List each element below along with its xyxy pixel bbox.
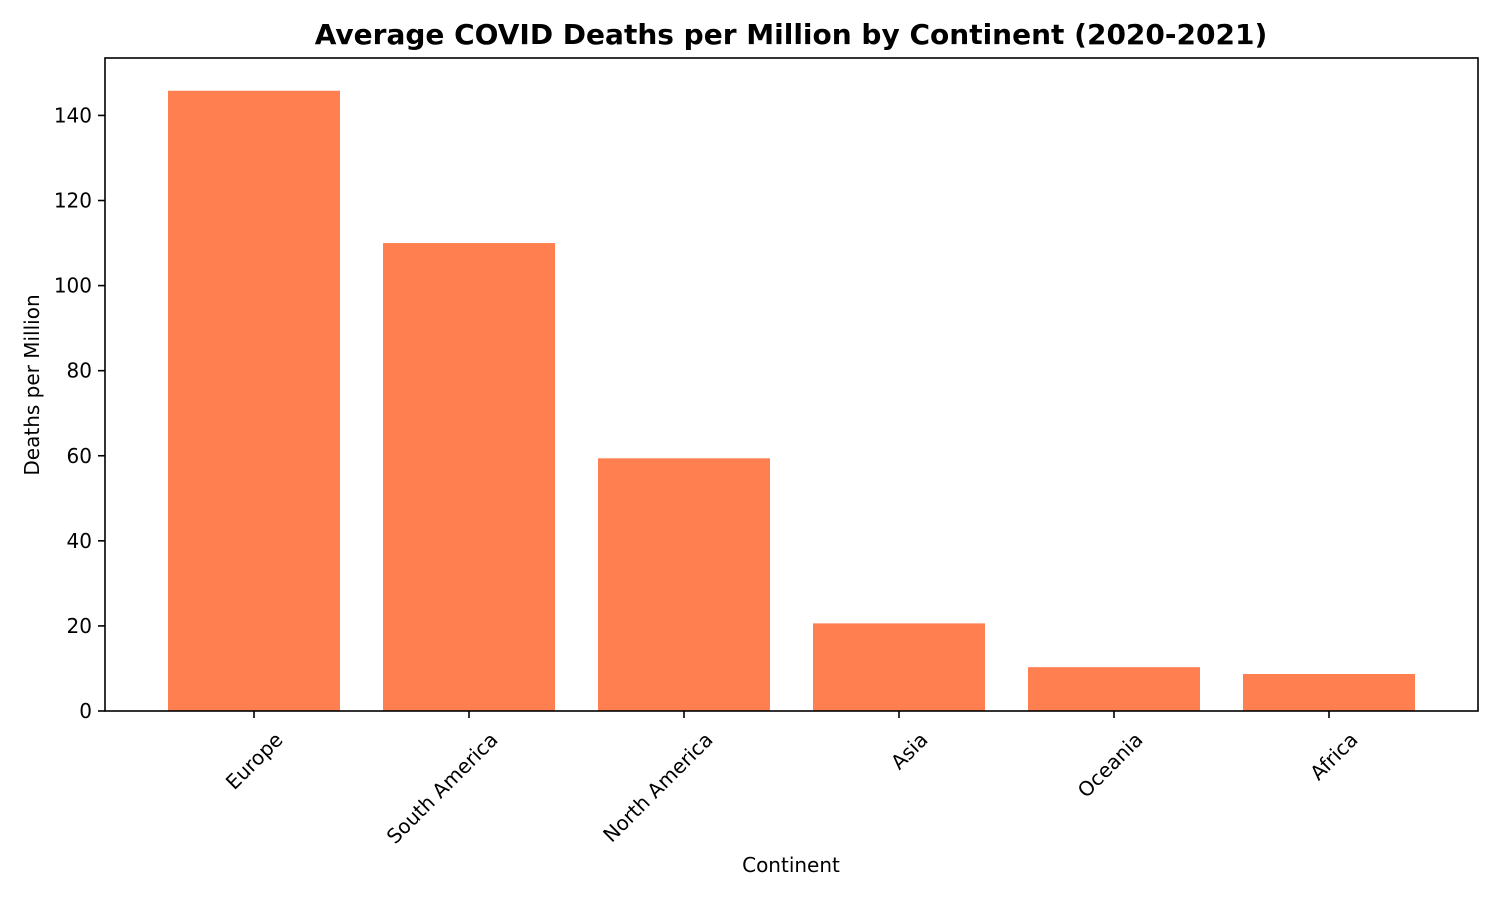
- bar-north-america: [598, 458, 770, 711]
- x-axis-ticks: Europe South America North America Asia Ocea…: [221, 711, 1363, 848]
- plot-frame: [104, 57, 1479, 712]
- y-tick-label: 140: [54, 103, 92, 127]
- y-tick-label: 20: [67, 614, 92, 638]
- bar-oceania: [1028, 667, 1200, 711]
- y-axis-ticks: 0 20 40 60 80 100 120 140: [54, 103, 105, 723]
- y-tick-label: 100: [54, 274, 92, 298]
- y-tick-label: 120: [54, 189, 92, 213]
- x-tick-label: South America: [382, 728, 503, 849]
- y-tick-label: 60: [67, 444, 92, 468]
- bar-africa: [1243, 673, 1415, 711]
- bars-layer: [168, 90, 1415, 712]
- bar-asia: [813, 623, 985, 711]
- x-tick-label: Oceania: [1073, 728, 1148, 803]
- chart-title: Average COVID Deaths per Million by Cont…: [315, 18, 1268, 51]
- y-tick-label: 0: [79, 699, 92, 723]
- x-tick-label: Europe: [221, 728, 288, 795]
- x-tick-label: North America: [598, 728, 717, 847]
- x-axis-label: Continent: [742, 853, 840, 877]
- y-tick-label: 80: [67, 359, 92, 383]
- x-tick-label: Asia: [886, 728, 933, 775]
- y-tick-label: 40: [67, 529, 92, 553]
- x-tick-label: Africa: [1305, 728, 1362, 785]
- bar-south-america: [383, 243, 555, 711]
- y-axis-label: Deaths per Million: [20, 294, 44, 475]
- bar-europe: [168, 90, 340, 712]
